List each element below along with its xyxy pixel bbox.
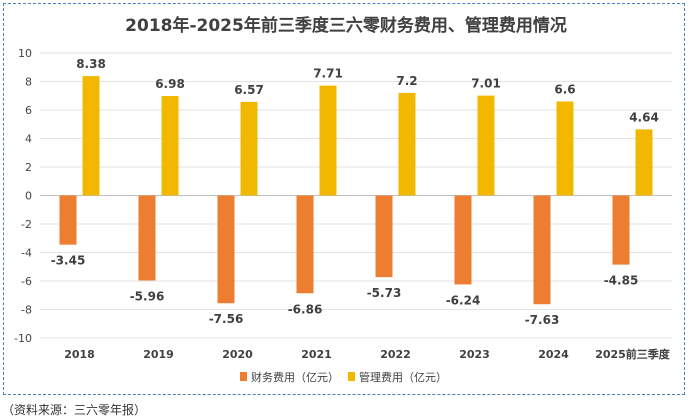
legend-swatch-admin bbox=[348, 372, 355, 381]
admin-expense-bar bbox=[82, 76, 100, 196]
admin-expense-label: 8.38 bbox=[76, 57, 106, 71]
financial-expense-bar bbox=[533, 195, 551, 305]
financial-expense-bar bbox=[59, 195, 77, 245]
legend: 财务费用（亿元） 管理费用（亿元） bbox=[240, 370, 447, 384]
admin-expense-bar bbox=[161, 96, 179, 196]
admin-expense-label: 6.98 bbox=[155, 77, 185, 91]
x-tick-label: 2025前三季度 bbox=[595, 347, 671, 361]
admin-expense-label: 7.01 bbox=[471, 77, 501, 91]
financial-expense-label: -4.85 bbox=[604, 274, 639, 288]
source-note: （资料来源：三六零年报） bbox=[2, 403, 147, 417]
x-tick-label: 2021 bbox=[301, 348, 332, 361]
x-tick-label: 2023 bbox=[459, 348, 490, 361]
bars bbox=[59, 76, 653, 305]
admin-expense-bar bbox=[398, 92, 416, 196]
admin-expense-bar bbox=[635, 129, 653, 196]
financial-expense-label: -5.73 bbox=[367, 286, 402, 300]
admin-expense-label: 4.64 bbox=[629, 110, 659, 124]
x-tick-label: 2019 bbox=[143, 348, 174, 361]
y-tick-label: -2 bbox=[21, 218, 32, 231]
y-tick-label: 2 bbox=[25, 161, 32, 174]
financial-expense-label: -7.63 bbox=[525, 313, 560, 327]
financial-expense-label: -3.45 bbox=[51, 254, 86, 268]
x-axis: 2018 2019 2020 2021 2022 2023 2024 2025前三季度 bbox=[64, 347, 671, 361]
financial-expense-bar bbox=[217, 195, 235, 304]
chart-title: 2018年-2025年前三季度三六零财务费用、管理费用情况 bbox=[125, 16, 567, 36]
y-tick-label: -6 bbox=[21, 275, 32, 288]
admin-expense-bar bbox=[477, 95, 495, 196]
x-tick-label: 2024 bbox=[538, 348, 569, 361]
y-tick-label: 4 bbox=[25, 133, 32, 146]
financial-expense-bar bbox=[138, 195, 156, 281]
legend-label-admin: 管理费用（亿元） bbox=[359, 370, 447, 384]
y-tick-label: -4 bbox=[21, 247, 32, 260]
admin-expense-label: 6.57 bbox=[234, 83, 264, 97]
y-tick-label: -10 bbox=[14, 332, 32, 345]
chart-border bbox=[3, 3, 685, 395]
legend-swatch-financial bbox=[240, 372, 247, 381]
y-tick-label: -8 bbox=[21, 304, 32, 317]
financial-expense-bar bbox=[612, 195, 630, 265]
x-tick-label: 2018 bbox=[64, 348, 95, 361]
y-tick-label: 6 bbox=[25, 104, 32, 117]
financial-expense-label: -6.86 bbox=[288, 302, 323, 316]
legend-label-financial: 财务费用（亿元） bbox=[251, 370, 339, 384]
admin-expense-label: 7.2 bbox=[396, 74, 417, 88]
admin-expense-bar bbox=[240, 101, 258, 196]
y-tick-label: 10 bbox=[18, 47, 32, 60]
financial-expense-bar bbox=[454, 195, 472, 285]
admin-expense-bar bbox=[319, 85, 337, 196]
x-tick-label: 2020 bbox=[222, 348, 253, 361]
financial-expense-label: -6.24 bbox=[446, 293, 481, 307]
financial-expense-bar bbox=[375, 195, 393, 278]
admin-expense-label: 7.71 bbox=[313, 67, 343, 81]
y-axis: 10 8 6 4 2 0 -2 -4 -6 -8 -10 bbox=[14, 47, 32, 345]
financial-expense-label: -7.56 bbox=[209, 312, 244, 326]
x-tick-label: 2022 bbox=[380, 348, 411, 361]
y-tick-label: 0 bbox=[25, 190, 32, 203]
financial-expense-bar bbox=[296, 195, 314, 294]
admin-expense-label: 6.6 bbox=[554, 82, 575, 96]
admin-expense-bar bbox=[556, 101, 574, 196]
y-tick-label: 8 bbox=[25, 76, 32, 89]
financial-expense-label: -5.96 bbox=[130, 289, 165, 303]
data-labels: -3.45 8.38 -5.96 6.98 -7.56 6.57 -6.86 7.71 -5.7… bbox=[51, 57, 659, 327]
